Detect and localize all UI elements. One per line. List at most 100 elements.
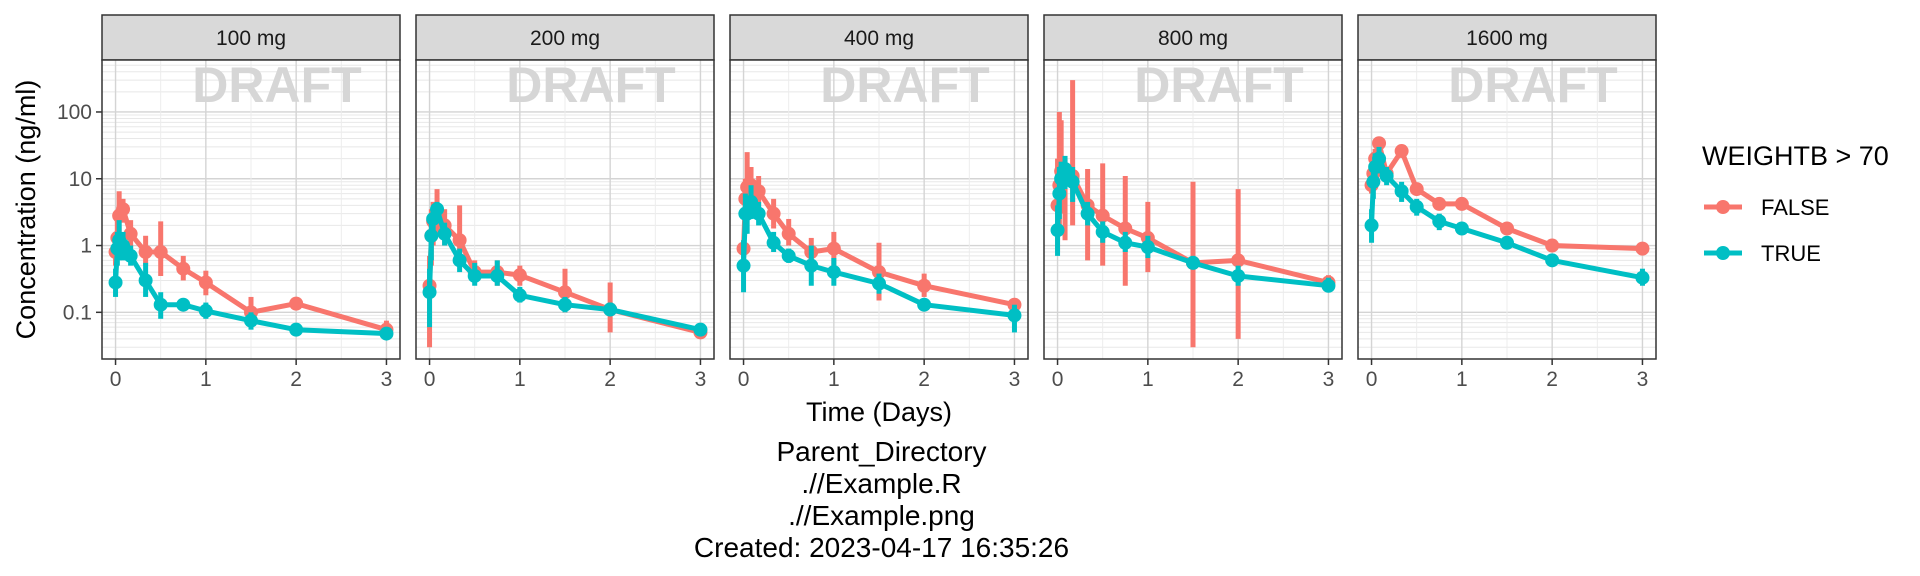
data-point — [1432, 214, 1447, 229]
legend-entry-label: TRUE — [1761, 241, 1821, 266]
x-tick-label: 2 — [1546, 368, 1558, 391]
watermark-text: DRAFT — [1134, 57, 1303, 113]
data-point — [917, 297, 932, 312]
data-point — [1635, 270, 1650, 285]
data-point — [123, 248, 138, 263]
data-point — [1052, 186, 1067, 201]
legend-entry-label: FALSE — [1761, 195, 1829, 220]
x-tick-label: 1 — [828, 368, 840, 391]
data-point — [467, 268, 482, 283]
data-point — [826, 241, 841, 256]
data-point — [176, 297, 191, 312]
data-point — [138, 273, 153, 288]
data-point — [153, 245, 168, 260]
data-point — [1379, 168, 1394, 183]
data-point — [740, 206, 755, 221]
legend: WEIGHTB > 70 FALSE TRUE — [1702, 141, 1889, 266]
facet-strip-label: 800 mg — [1158, 27, 1228, 50]
data-point — [1058, 161, 1073, 176]
data-point — [1095, 224, 1110, 239]
panel-border — [1357, 59, 1657, 360]
data-point — [116, 238, 131, 253]
data-point — [1372, 151, 1387, 166]
facet-strip-label: 200 mg — [530, 27, 600, 50]
data-point — [872, 276, 886, 291]
data-point — [153, 297, 168, 312]
facet-panel: 200 mg DRAFT 0 1 2 3 — [415, 14, 715, 391]
data-point — [917, 278, 932, 293]
legend-title: WEIGHTB > 70 — [1702, 141, 1889, 171]
x-tick-label: 1 — [514, 368, 526, 391]
data-point — [422, 285, 437, 300]
facet-strip — [415, 14, 715, 61]
data-point — [1454, 221, 1469, 236]
facet-panel: 100 mg DRAFT 0 1 2 3 — [101, 14, 401, 391]
facet-strip — [729, 14, 1029, 61]
data-point — [1140, 240, 1155, 255]
legend-key-point — [1716, 246, 1730, 260]
y-axis-title: Concentration (ng/ml) — [11, 80, 41, 340]
panel-border — [1043, 59, 1343, 360]
data-point — [1432, 196, 1447, 211]
data-point — [744, 194, 759, 209]
data-point — [289, 296, 304, 311]
watermark-text: DRAFT — [820, 57, 989, 113]
data-point — [804, 258, 819, 273]
data-point — [736, 258, 751, 273]
data-point — [452, 253, 467, 268]
data-point — [1545, 238, 1560, 253]
data-point — [558, 285, 572, 300]
data-point — [1118, 235, 1133, 250]
data-point — [1050, 223, 1065, 238]
data-point — [1186, 255, 1200, 270]
data-point — [1409, 199, 1424, 214]
x-tick-label: 0 — [110, 368, 122, 391]
data-point — [512, 288, 527, 303]
data-point — [379, 326, 394, 341]
data-point — [108, 275, 123, 290]
x-tick-label: 3 — [1323, 368, 1335, 391]
data-point — [1366, 174, 1381, 189]
legend-key-point — [1716, 200, 1730, 214]
data-point — [603, 302, 618, 317]
x-tick-label: 3 — [695, 368, 707, 391]
data-point — [198, 275, 213, 290]
data-point — [437, 226, 452, 241]
caption-block: Parent_Directory .//Example.R .//Example… — [0, 436, 1763, 564]
data-point — [289, 322, 304, 337]
data-point — [781, 226, 796, 241]
x-tick-label: 3 — [1009, 368, 1021, 391]
data-point — [123, 226, 138, 241]
watermark-text: DRAFT — [192, 57, 361, 113]
data-point — [1231, 253, 1246, 268]
data-point — [430, 202, 445, 217]
data-point — [138, 245, 153, 260]
data-point — [1635, 241, 1650, 256]
facet-strip-label: 400 mg — [844, 27, 914, 50]
x-tick-label: 1 — [1142, 368, 1154, 391]
data-point — [558, 297, 572, 312]
watermark-text: DRAFT — [506, 57, 675, 113]
x-axis-title: Time (Days) — [806, 397, 952, 427]
y-tick-label: 1 — [80, 235, 92, 258]
data-point — [751, 206, 766, 221]
x-tick-label: 1 — [1456, 368, 1468, 391]
panel-border — [729, 59, 1029, 360]
facet-strip-label: 100 mg — [216, 27, 286, 50]
data-point — [1500, 221, 1514, 236]
caption-line-created: Created: 2023-04-17 16:35:26 — [693, 532, 1070, 563]
data-point — [766, 235, 781, 250]
facet-panel: 400 mg DRAFT 0 1 2 3 — [729, 14, 1029, 391]
x-tick-label: 1 — [200, 368, 212, 391]
panel-border — [415, 59, 715, 360]
x-tick-label: 0 — [1052, 368, 1064, 391]
x-tick-label: 2 — [918, 368, 930, 391]
x-tick-label: 0 — [738, 368, 750, 391]
x-tick-label: 2 — [1232, 368, 1244, 391]
y-tick-label: 0.1 — [63, 301, 92, 324]
caption-line-script: .//Example.R — [801, 468, 962, 499]
data-point — [452, 233, 467, 248]
data-point — [1231, 268, 1246, 283]
panel-border — [101, 59, 401, 360]
